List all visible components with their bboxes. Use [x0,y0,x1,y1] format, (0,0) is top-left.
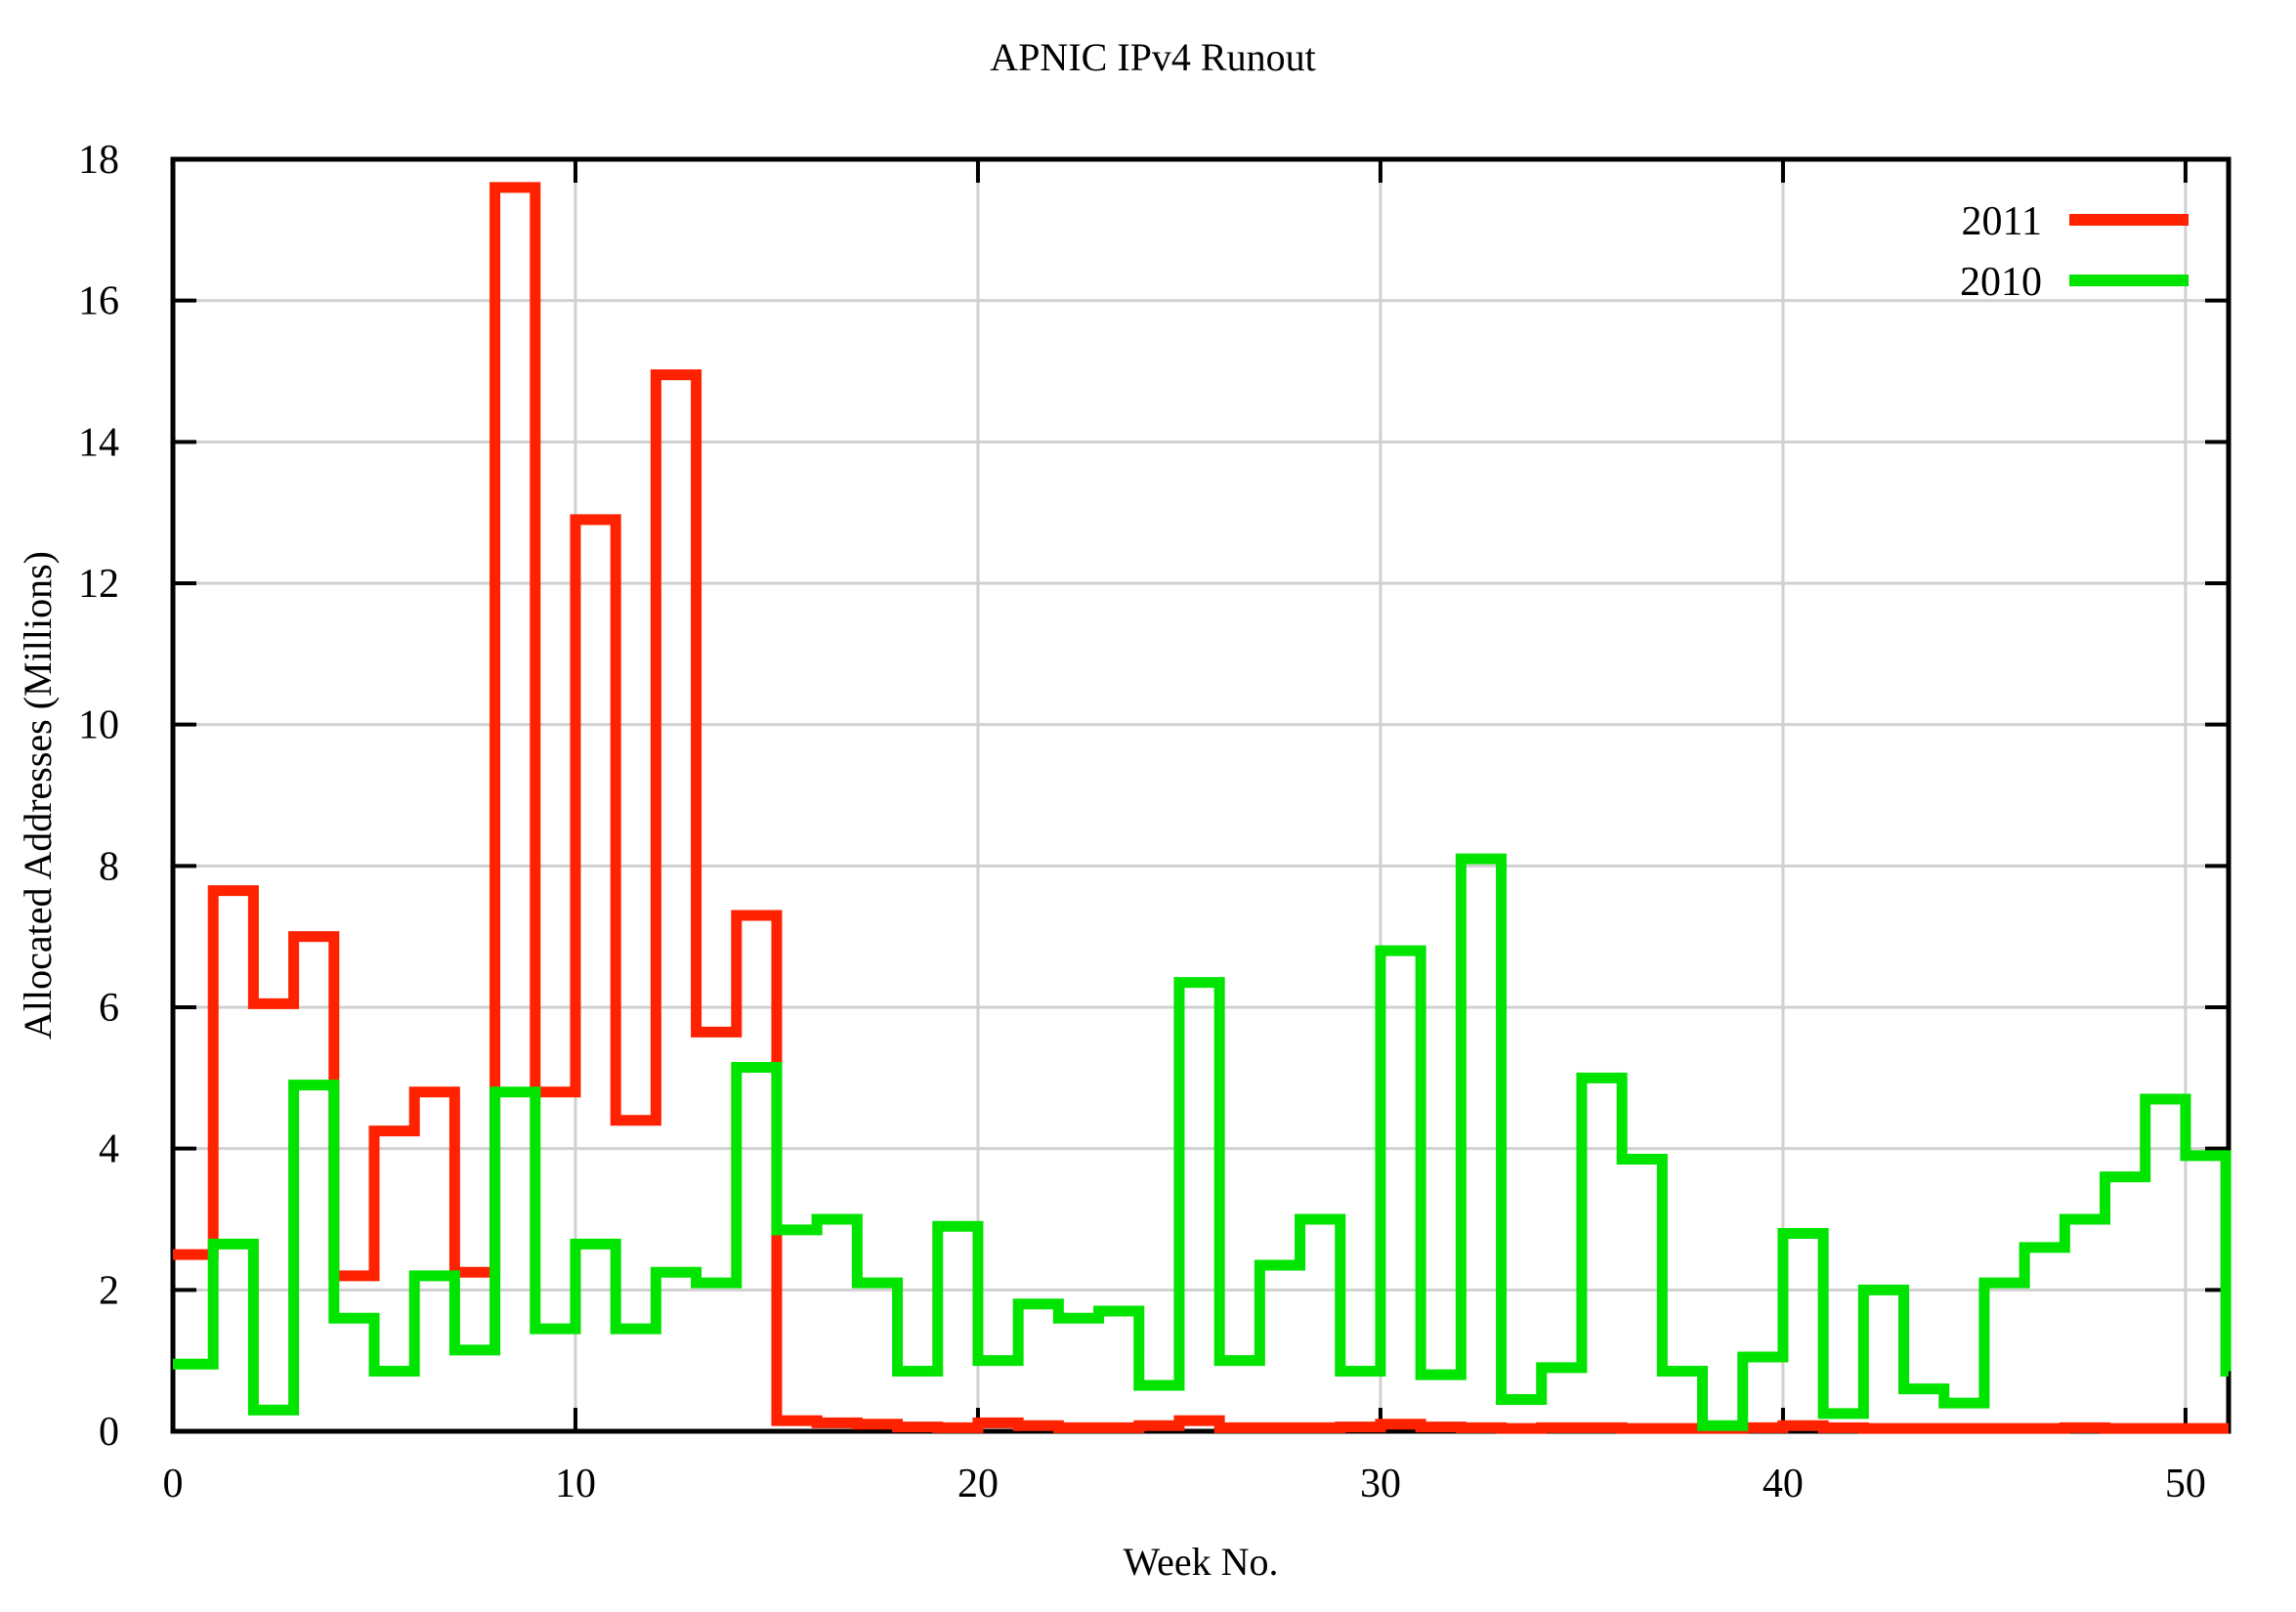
x-axis-title: Week No. [1124,1540,1279,1584]
x-tick-label: 40 [1763,1462,1804,1506]
x-tick-label: 0 [163,1462,184,1506]
legend-label-2010: 2010 [1960,260,2042,305]
y-tick-label: 6 [99,986,119,1031]
plot-border-and-ticks [170,156,2232,1434]
x-tick-label: 50 [2165,1462,2206,1506]
y-tick-label: 10 [78,703,119,748]
legend-label-2011: 2011 [1962,199,2042,244]
y-axis-title: Allocated Addresses (Millions) [16,551,60,1039]
y-tick-label: 16 [78,279,119,324]
series-2011 [173,182,2229,1434]
x-tick-label: 10 [555,1462,596,1506]
y-tick-label: 8 [99,844,119,889]
y-tick-label: 2 [99,1268,119,1313]
y-tick-label: 0 [99,1410,119,1455]
tick-label-layer: 0 10 20 30 40 50 0 2 4 6 8 10 12 14 16 18 [78,138,2206,1506]
y-tick-label: 4 [99,1127,119,1172]
plot-border [170,156,2232,1434]
series-layer [173,182,2232,1434]
chart-title: APNIC IPv4 Runout [990,35,1315,79]
series-2010 [173,853,2232,1431]
x-tick-label: 30 [1360,1462,1401,1506]
legend: 2011 2010 [1960,199,2189,305]
y-tick-label: 14 [78,420,119,465]
y-tick-label: 12 [78,562,119,607]
y-tick-label: 18 [78,138,119,183]
x-tick-label: 20 [957,1462,999,1506]
grid-layer [173,159,2229,1431]
